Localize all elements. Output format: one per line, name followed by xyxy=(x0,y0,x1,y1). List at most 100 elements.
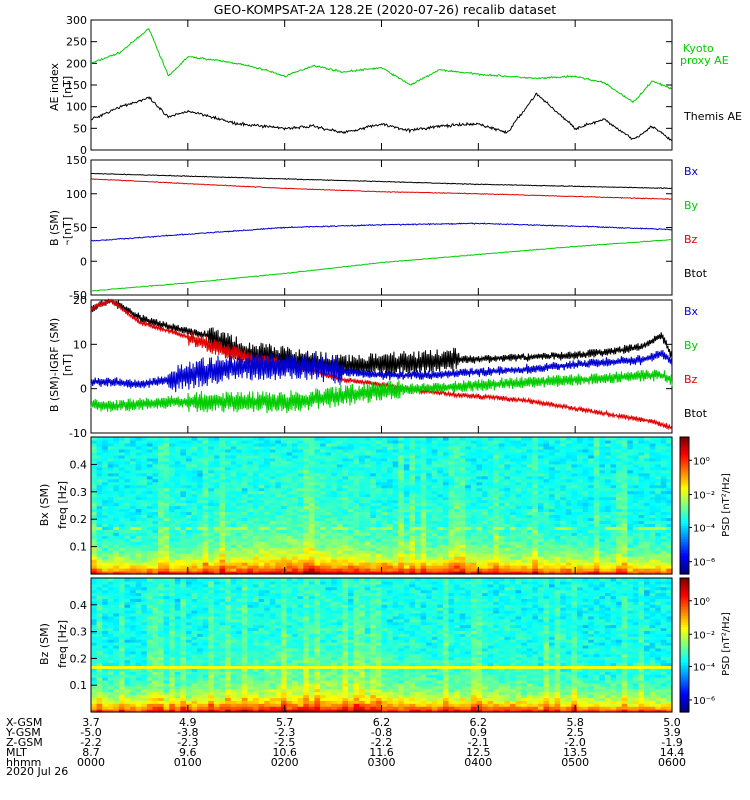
spectrogram-cell xyxy=(152,532,159,536)
spectrogram-cell xyxy=(185,496,193,501)
spectrogram-cell xyxy=(336,466,343,471)
spectrogram-cell xyxy=(336,571,343,575)
spectrogram-cell xyxy=(375,460,383,465)
spectrogram-cell xyxy=(325,541,332,545)
spectrogram-cell xyxy=(632,529,640,533)
spectrogram-cell xyxy=(236,454,243,459)
spectrogram-cell xyxy=(185,454,193,459)
spectrogram-cell xyxy=(454,463,461,468)
spectrogram-cell xyxy=(442,496,450,501)
spectrogram-cell xyxy=(403,484,411,489)
spectrogram-cell xyxy=(269,457,276,462)
spectrogram-cell xyxy=(387,490,394,495)
spectrogram-cell xyxy=(549,529,556,533)
spectrogram-cell xyxy=(370,529,377,533)
spectrogram-cell xyxy=(426,451,433,456)
spectrogram-cell xyxy=(264,523,271,527)
spectrogram-cell xyxy=(303,475,310,480)
spectrogram-cell xyxy=(141,460,148,465)
spectrogram-cell xyxy=(588,547,595,551)
spectrogram-cell xyxy=(470,499,478,504)
spectrogram-cell xyxy=(515,493,522,498)
spectrogram-cell xyxy=(331,502,338,507)
spectrogram-cell xyxy=(543,529,550,533)
spectrogram-cell xyxy=(331,499,338,504)
spectrogram-cell xyxy=(582,535,589,539)
spectrogram-cell xyxy=(649,478,656,483)
spectrogram-cell xyxy=(353,568,360,572)
spectrogram-cell xyxy=(509,511,517,516)
spectrogram-cell xyxy=(247,481,254,486)
spectrogram-cell xyxy=(604,505,612,510)
spectrogram-cell xyxy=(158,517,165,521)
spectrogram-cell xyxy=(398,520,405,524)
spectrogram-cell xyxy=(554,448,561,453)
spectrogram-cell xyxy=(208,493,215,498)
spectrogram-cell xyxy=(649,553,656,557)
spectrogram-cell xyxy=(135,457,142,462)
spectrogram-cell xyxy=(398,445,405,450)
spectrogram-cell xyxy=(202,556,209,560)
spectrogram-cell xyxy=(336,496,343,501)
spectrogram-cell xyxy=(616,505,623,510)
spectrogram-cell xyxy=(197,472,204,477)
spectrogram-cell xyxy=(627,511,634,516)
spectrogram-cell xyxy=(325,532,332,536)
spectrogram-cell xyxy=(632,523,640,527)
spectrogram-cell xyxy=(264,463,271,468)
spectrogram-cell xyxy=(593,526,600,530)
spectrogram-cell xyxy=(247,493,254,498)
spectrogram-cell xyxy=(415,439,422,444)
spectrogram-cell xyxy=(565,535,573,539)
spectrogram-cell xyxy=(107,541,114,545)
spectrogram-cell xyxy=(621,562,628,566)
spectrogram-cell xyxy=(655,499,662,504)
spectrogram-cell xyxy=(347,499,355,504)
spectrogram-cell xyxy=(174,457,181,462)
spectrogram-cell xyxy=(571,463,578,468)
spectrogram-cell xyxy=(616,556,623,560)
spectrogram-cell xyxy=(392,475,399,480)
spectrogram-cell xyxy=(521,454,528,459)
spectrogram-cell xyxy=(370,490,377,495)
spectrogram-cell xyxy=(549,484,556,489)
spectrogram-cell xyxy=(347,514,355,519)
spectrogram-cell xyxy=(336,547,343,551)
y-tick-label: 0.1 xyxy=(70,541,88,554)
spectrogram-cell xyxy=(236,571,243,575)
spectrogram-cell xyxy=(225,478,232,483)
spectrogram-cell xyxy=(202,472,209,477)
spectrogram-cell xyxy=(604,475,612,480)
spectrogram-cell xyxy=(353,517,360,521)
spectrogram-cell xyxy=(342,499,349,504)
spectrogram-cell xyxy=(253,463,260,468)
spectrogram-cell xyxy=(208,457,215,462)
spectrogram-cell xyxy=(526,502,533,507)
spectrogram-cell xyxy=(509,568,517,572)
spectrogram-cell xyxy=(554,538,561,542)
spectrogram-cell xyxy=(487,517,494,521)
spectrogram-cell xyxy=(169,469,176,474)
spectrogram-cell xyxy=(375,451,383,456)
spectrogram-cell xyxy=(476,502,483,507)
spectrogram-cell xyxy=(560,526,567,530)
spectrogram-cell xyxy=(230,520,237,524)
spectrogram-cell xyxy=(297,478,304,483)
spectrogram-cell xyxy=(660,460,668,465)
spectrogram-cell xyxy=(616,511,623,516)
spectrogram-cell xyxy=(118,505,126,510)
spectrogram-cell xyxy=(135,472,142,477)
spectrogram-cell xyxy=(146,508,154,513)
spectrogram-cell xyxy=(208,565,215,569)
spectrogram-cell xyxy=(102,499,109,504)
spectrogram-cell xyxy=(420,478,427,483)
spectrogram-cell xyxy=(526,520,533,524)
spectrogram-cell xyxy=(169,487,176,492)
spectrogram-cell xyxy=(152,463,159,468)
spectrogram-cell xyxy=(197,493,204,498)
spectrogram-cell xyxy=(571,523,578,527)
spectrogram-cell xyxy=(409,487,416,492)
spectrogram-cell xyxy=(431,502,438,507)
spectrogram-cell xyxy=(649,508,656,513)
spectrogram-cell xyxy=(236,568,243,572)
